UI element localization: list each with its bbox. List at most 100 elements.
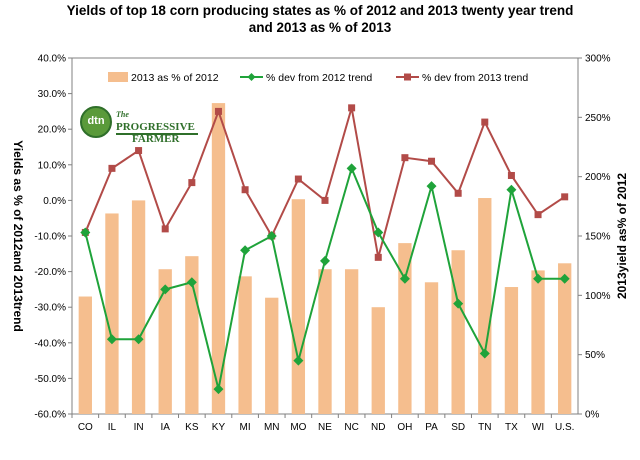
bar-MN (265, 297, 279, 414)
x-axis-category-label: NC (344, 422, 358, 433)
x-axis-category-label: U.S. (555, 422, 574, 433)
legend-bars-label: 2013 as % of 2012 (131, 72, 219, 84)
bar-TX (504, 287, 519, 414)
marker-dev-2012-IN (133, 334, 144, 345)
bar-NC (344, 269, 359, 414)
marker-dev-2012-MI (240, 245, 251, 256)
marker-dev-2012-SD (453, 298, 464, 309)
x-axis-category-label: SD (451, 422, 465, 433)
legend-red-label: % dev from 2013 trend (422, 72, 528, 84)
bar-U.S. (558, 263, 572, 414)
bar-KY (211, 103, 226, 415)
left-axis-tick-label: -50.0% (34, 374, 66, 385)
x-axis-category-label: KS (185, 422, 199, 433)
marker-dev-2012-NC (346, 163, 357, 174)
right-axis-title: 2013yield as% of 2012 (615, 173, 629, 299)
right-axis-tick-label: 100% (585, 291, 611, 302)
right-axis-tick-label: 300% (585, 54, 611, 65)
marker-dev-2013-MI (241, 186, 249, 194)
left-axis-tick-label: -20.0% (34, 267, 66, 278)
left-axis-title: Yields as % of 2012and 2013trend (11, 140, 25, 332)
bar-CO (78, 296, 92, 414)
x-axis-category-label: PA (425, 422, 438, 433)
bar-OH (398, 243, 412, 414)
bar-IA (158, 269, 172, 414)
right-axis-tick-label: 150% (585, 232, 611, 243)
marker-dev-2012-IA (160, 284, 171, 295)
right-axis-tick-label: 50% (585, 350, 605, 361)
chart-title-line1: Yields of top 18 corn producing states a… (66, 3, 574, 18)
bar-IN (131, 200, 146, 414)
x-axis-category-label: ND (371, 422, 385, 433)
marker-dev-2012-KY (213, 384, 224, 395)
marker-dev-2013-WI (534, 211, 542, 219)
bar-MO (291, 199, 306, 414)
x-axis-category-label: IA (160, 422, 170, 433)
marker-dev-2013-KY (214, 107, 222, 115)
marker-dev-2013-OH (401, 154, 409, 162)
x-axis-category-label: TX (505, 422, 518, 433)
chart-title: Yields of top 18 corn producing states a… (0, 2, 640, 36)
bar-IL (105, 213, 119, 414)
left-axis-tick-label: 30.0% (38, 89, 66, 100)
left-axis-tick-label: -40.0% (34, 338, 66, 349)
legend-red-marker (404, 73, 411, 81)
marker-dev-2012-MO (293, 355, 304, 366)
marker-dev-2012-CO (80, 227, 91, 238)
x-axis-category-label: MO (290, 422, 306, 433)
marker-dev-2013-U.S. (561, 193, 569, 201)
x-axis-category-label: MI (240, 422, 251, 433)
logo-wordmark: The PROGRESSIVE FARMER (116, 108, 200, 145)
x-axis-category-label: IL (108, 422, 117, 433)
x-axis-category-label: KY (212, 422, 226, 433)
logo-word-the: The (116, 110, 129, 119)
marker-dev-2013-IA (161, 225, 169, 233)
marker-dev-2013-TX (507, 171, 515, 179)
chart-title-line2: and 2013 as % of 2013 (248, 20, 392, 35)
marker-dev-2013-IN (135, 147, 143, 155)
marker-dev-2013-NC (348, 104, 356, 112)
left-axis-tick-label: -60.0% (34, 410, 66, 421)
marker-dev-2012-U.S. (559, 273, 570, 284)
left-axis-tick-label: -10.0% (34, 232, 66, 243)
logo-underline (116, 133, 198, 135)
x-axis-category-label: IN (134, 422, 144, 433)
marker-dev-2012-IL (106, 334, 117, 345)
bar-WI (531, 270, 545, 414)
marker-dev-2013-NE (321, 196, 329, 204)
legend-green-marker (247, 73, 256, 81)
marker-dev-2012-OH (399, 273, 410, 284)
right-axis-tick-label: 200% (585, 172, 611, 183)
bar-PA (424, 282, 439, 414)
marker-dev-2013-MO (294, 175, 302, 183)
marker-dev-2012-NE (320, 255, 330, 266)
logo-word-progressive: PROGRESSIVE (116, 121, 195, 133)
x-axis-category-label: OH (397, 422, 412, 433)
right-axis-tick-label: 250% (585, 113, 611, 124)
marker-dev-2013-TN (481, 118, 489, 126)
x-axis-category-label: CO (78, 422, 93, 433)
x-axis-category-label: MN (264, 422, 280, 433)
bar-MI (238, 276, 252, 414)
marker-dev-2013-IL (108, 164, 116, 172)
right-axis-tick-label: 0% (585, 410, 600, 421)
logo-badge-text: dtn (87, 115, 105, 127)
left-axis-tick-label: 0.0% (43, 196, 66, 207)
marker-dev-2013-ND (374, 253, 382, 261)
left-axis-tick-label: 20.0% (38, 125, 66, 136)
marker-dev-2012-MN (266, 231, 277, 241)
marker-dev-2013-SD (454, 189, 462, 197)
marker-dev-2012-ND (373, 227, 384, 238)
marker-dev-2012-PA (426, 181, 437, 192)
marker-dev-2012-KS (186, 277, 197, 288)
legend-green-label: % dev from 2012 trend (266, 72, 372, 84)
left-axis-tick-label: 40.0% (38, 54, 66, 65)
x-axis-category-label: WI (532, 422, 544, 433)
marker-dev-2012-TN (479, 348, 490, 359)
dtn-badge-icon: dtn (80, 106, 112, 138)
bar-TN (478, 198, 492, 414)
bar-SD (451, 250, 465, 414)
left-axis-tick-label: -30.0% (34, 303, 66, 314)
